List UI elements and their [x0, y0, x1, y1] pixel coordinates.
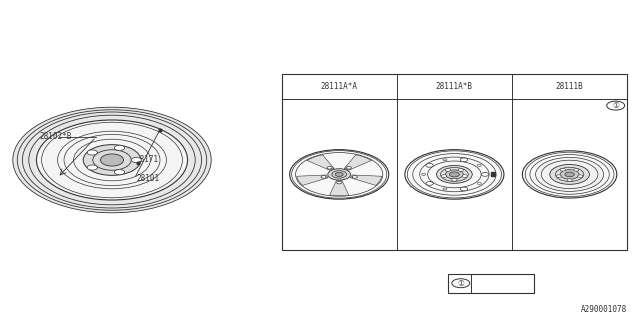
Text: 28102*B: 28102*B: [40, 132, 72, 141]
Circle shape: [567, 179, 572, 181]
Circle shape: [290, 150, 388, 199]
Ellipse shape: [115, 170, 125, 175]
Ellipse shape: [87, 150, 97, 155]
Circle shape: [536, 157, 604, 191]
Text: 28171: 28171: [135, 155, 158, 164]
Circle shape: [458, 169, 463, 171]
Ellipse shape: [100, 154, 124, 166]
Text: 28111B: 28111B: [556, 82, 584, 91]
Circle shape: [346, 166, 351, 169]
Circle shape: [426, 164, 433, 167]
Circle shape: [426, 181, 433, 185]
Text: FIG.918: FIG.918: [474, 279, 511, 288]
Circle shape: [335, 172, 343, 176]
Text: 28101: 28101: [136, 174, 159, 183]
Circle shape: [573, 169, 579, 171]
Polygon shape: [344, 155, 371, 170]
Circle shape: [352, 176, 357, 178]
Circle shape: [578, 175, 583, 178]
Circle shape: [422, 173, 426, 175]
Circle shape: [449, 172, 460, 177]
Bar: [448, 274, 534, 293]
Circle shape: [462, 175, 467, 178]
Circle shape: [445, 169, 451, 171]
Ellipse shape: [36, 120, 188, 200]
Circle shape: [327, 166, 332, 169]
Circle shape: [321, 176, 326, 178]
Text: A290001078: A290001078: [581, 305, 627, 314]
Circle shape: [442, 175, 447, 178]
Bar: [282, 74, 627, 250]
Ellipse shape: [131, 157, 141, 163]
Polygon shape: [307, 155, 334, 170]
Circle shape: [337, 181, 342, 184]
Circle shape: [481, 172, 489, 176]
Circle shape: [460, 187, 468, 191]
Circle shape: [332, 171, 347, 178]
Text: ①: ①: [458, 279, 464, 288]
Circle shape: [445, 170, 463, 179]
Ellipse shape: [13, 107, 211, 213]
Text: 28111A*B: 28111A*B: [436, 82, 473, 91]
Circle shape: [436, 165, 472, 183]
Circle shape: [443, 188, 447, 190]
Ellipse shape: [115, 145, 125, 150]
Circle shape: [522, 151, 617, 198]
Circle shape: [556, 175, 561, 178]
Circle shape: [565, 172, 574, 177]
Circle shape: [405, 150, 504, 199]
Circle shape: [452, 279, 470, 288]
Circle shape: [452, 179, 457, 181]
Circle shape: [477, 164, 481, 166]
Circle shape: [561, 169, 566, 171]
Ellipse shape: [83, 145, 141, 175]
Circle shape: [477, 182, 481, 184]
Polygon shape: [350, 175, 381, 185]
Circle shape: [443, 159, 447, 161]
Circle shape: [460, 158, 468, 162]
Text: ①: ①: [612, 101, 619, 110]
Circle shape: [328, 169, 351, 180]
Circle shape: [560, 170, 579, 179]
Ellipse shape: [87, 165, 97, 170]
Polygon shape: [297, 175, 328, 185]
Polygon shape: [330, 181, 349, 196]
Text: 28111A*A: 28111A*A: [321, 82, 358, 91]
Circle shape: [607, 101, 625, 110]
Circle shape: [550, 164, 589, 184]
